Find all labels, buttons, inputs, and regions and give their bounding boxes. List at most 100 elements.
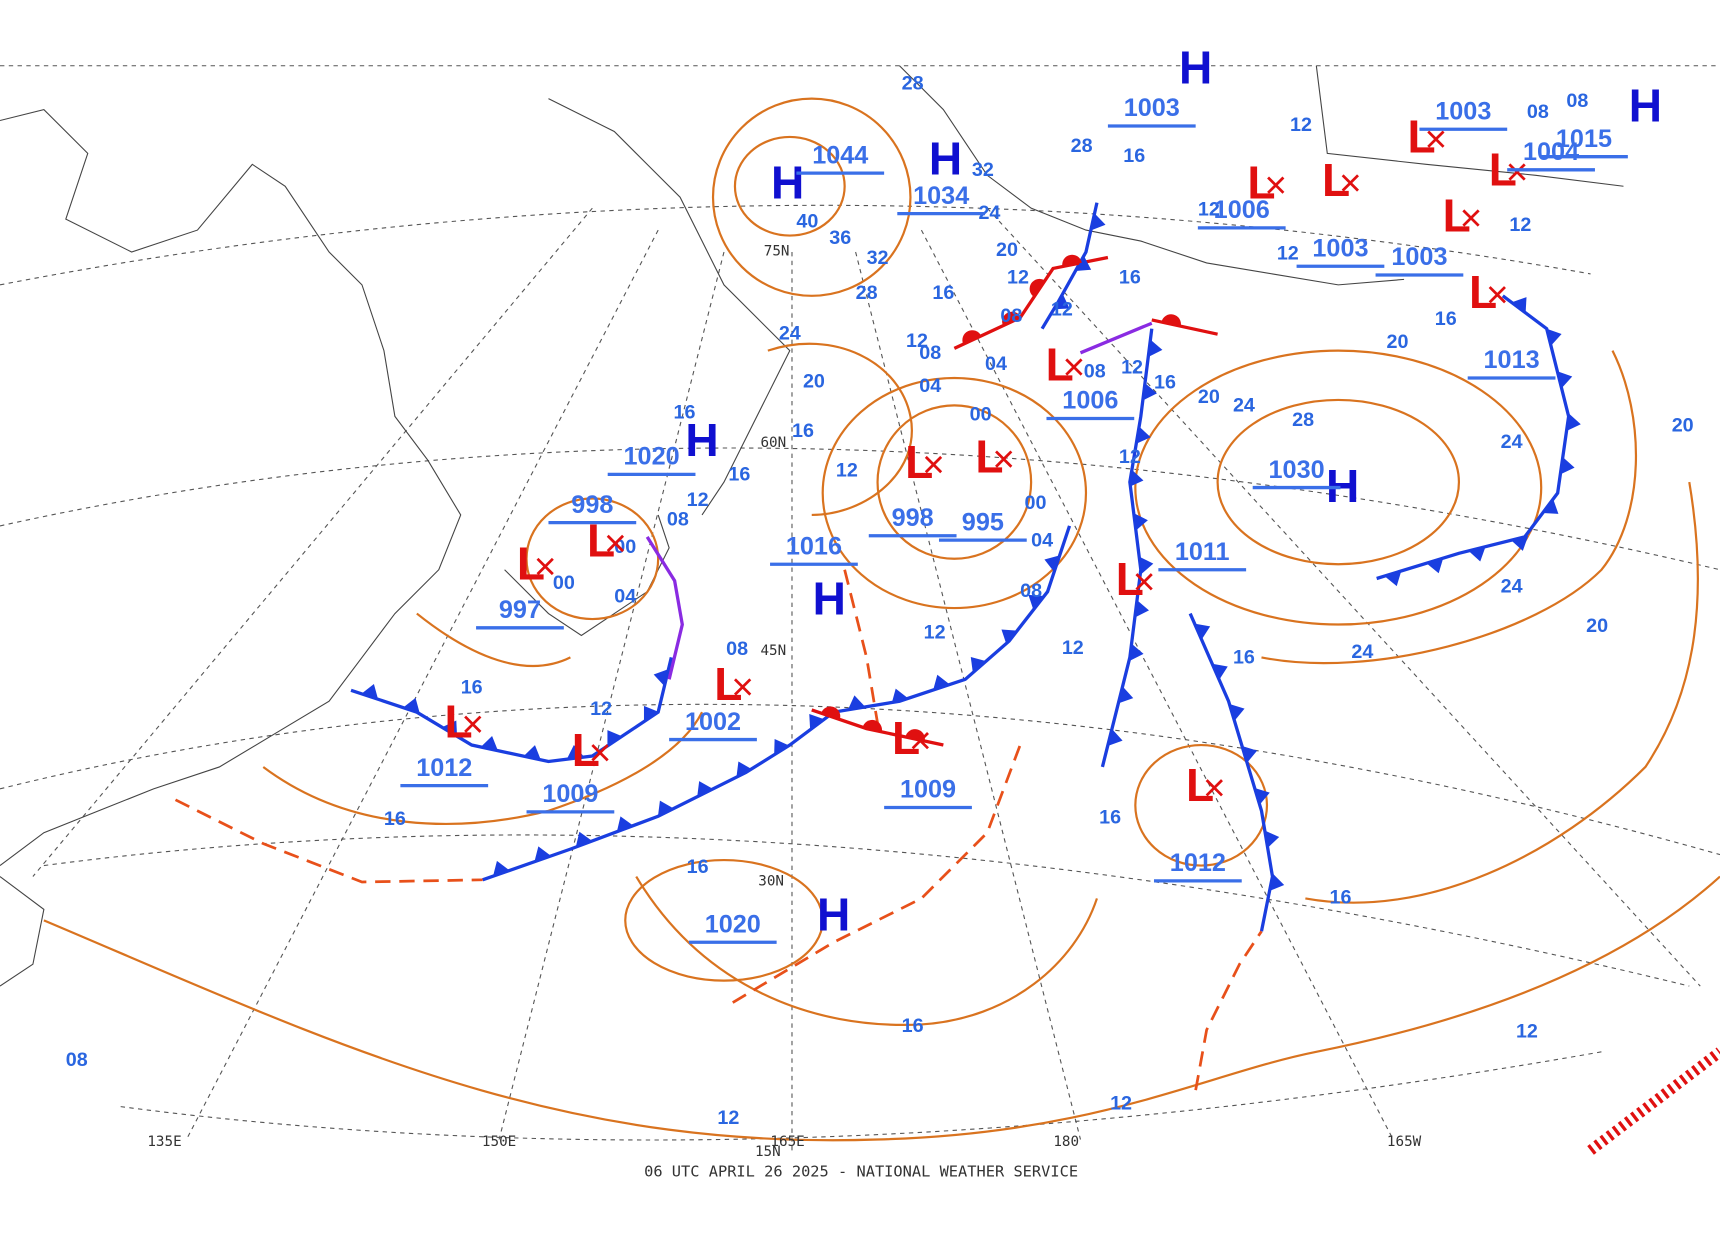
low-mark [1135, 573, 1153, 591]
front-pip [774, 739, 790, 755]
center-symbol: L [905, 436, 933, 488]
isobar-label: 20 [1198, 386, 1220, 408]
center-pressure: 1015 [1556, 125, 1612, 153]
front-pip [1001, 629, 1018, 645]
isobar-label: 04 [985, 353, 1007, 375]
isobars [43, 97, 1720, 1142]
isobar-label: 12 [906, 330, 928, 352]
center-symbol: L [1408, 110, 1436, 162]
isobar-label: 12 [717, 1107, 739, 1129]
isobar-label: 08 [919, 342, 941, 364]
isobar-label: 12 [1290, 114, 1312, 136]
center-pressure: 1003 [1435, 98, 1491, 126]
isobar-label: 24 [779, 322, 801, 344]
front-pip [1029, 278, 1045, 297]
low-mark [464, 715, 482, 733]
front-pip [566, 745, 585, 760]
center-symbol: H [771, 156, 804, 208]
isobar-label: 12 [1516, 1020, 1538, 1042]
front-pip [575, 831, 593, 848]
isobar-label: 20 [996, 239, 1018, 261]
isobar-label: 08 [66, 1049, 88, 1071]
front-pip [862, 719, 883, 732]
front-pip [1194, 623, 1211, 640]
front-pip [1090, 213, 1106, 231]
center-symbol: L [1046, 338, 1074, 390]
front-pip [697, 781, 713, 797]
low-mark [1341, 174, 1359, 192]
front-pip [1136, 426, 1151, 444]
isobar-label: 12 [1509, 214, 1531, 236]
isobar-label: 08 [726, 638, 748, 660]
center-symbol: L [517, 538, 545, 590]
isobar-label: 04 [614, 585, 636, 607]
front-pip [891, 688, 909, 704]
center-symbol: H [817, 888, 850, 940]
isobar-label: 12 [1110, 1093, 1132, 1115]
front-pip [809, 714, 825, 730]
center-pressure: 1030 [1269, 456, 1325, 484]
grid-label: 45N [760, 643, 786, 659]
center-symbol: L [1443, 189, 1471, 241]
center-pressure: 1012 [1170, 849, 1226, 877]
low-mark [1267, 176, 1285, 194]
front-pip [643, 705, 659, 722]
trough [843, 569, 879, 724]
isobar-label: 32 [867, 247, 889, 269]
center-pressure: 1012 [416, 754, 472, 782]
isobar-label: 16 [1435, 308, 1457, 330]
isobar-label: 24 [1351, 641, 1373, 663]
front-pip [1002, 311, 1021, 326]
center-symbol: H [1326, 460, 1359, 512]
isobar-label: 20 [1387, 331, 1409, 353]
isobar-label: 12 [924, 622, 946, 644]
isobar-label: 08 [1084, 361, 1106, 383]
isobar-label: 20 [803, 371, 825, 393]
grid-label: 75N [764, 243, 790, 259]
front-pip [1148, 339, 1163, 357]
isobar-label: 28 [902, 73, 924, 95]
low-mark [911, 732, 929, 750]
center-symbol: L [975, 430, 1003, 482]
front-pip [1229, 704, 1245, 721]
grid-label: 15N [755, 1144, 781, 1160]
center-symbol: H [1629, 80, 1662, 132]
isobar-label: 16 [1123, 145, 1145, 167]
front-pip [403, 697, 420, 714]
low-mark [606, 534, 625, 553]
grid-label: 180 [1053, 1134, 1079, 1150]
front-pip [607, 730, 623, 746]
grid-label: 165E [770, 1134, 804, 1150]
low-mark [924, 455, 943, 474]
isobar-label: 16 [1329, 887, 1351, 909]
center-pressure: 1016 [786, 532, 842, 560]
grid-label: 135E [147, 1134, 181, 1150]
center-symbol: L [1469, 266, 1497, 318]
isobar-label: 40 [796, 211, 818, 233]
front-pip [933, 674, 950, 691]
center-symbol: H [929, 132, 962, 184]
isobar-label: 04 [1031, 529, 1053, 551]
low-mark [536, 557, 554, 576]
center-symbol: L [1186, 759, 1214, 811]
grid-label: 165W [1387, 1134, 1422, 1150]
front-pip [493, 860, 510, 877]
cold-front [350, 657, 673, 764]
isobar-label: 24 [1501, 431, 1523, 453]
isobar-label: 12 [1119, 446, 1141, 468]
isobar-label: 16 [1119, 267, 1141, 289]
isobar-label: 12 [1051, 298, 1073, 320]
low-mark [1427, 130, 1445, 148]
isobar-label: 16 [674, 401, 696, 423]
isobar-label: 00 [1025, 492, 1047, 514]
center-symbol: H [813, 573, 846, 625]
front-pip [1134, 600, 1149, 618]
center-pressure: 998 [892, 504, 934, 532]
center-pressure: 1003 [1391, 243, 1447, 271]
center-pressure: 1020 [705, 910, 761, 938]
isobar-label: 12 [1062, 637, 1084, 659]
front-pip [1212, 663, 1228, 680]
isobar-label: 28 [1071, 135, 1093, 157]
center-symbol: H [685, 414, 718, 466]
front-pip [361, 684, 379, 700]
